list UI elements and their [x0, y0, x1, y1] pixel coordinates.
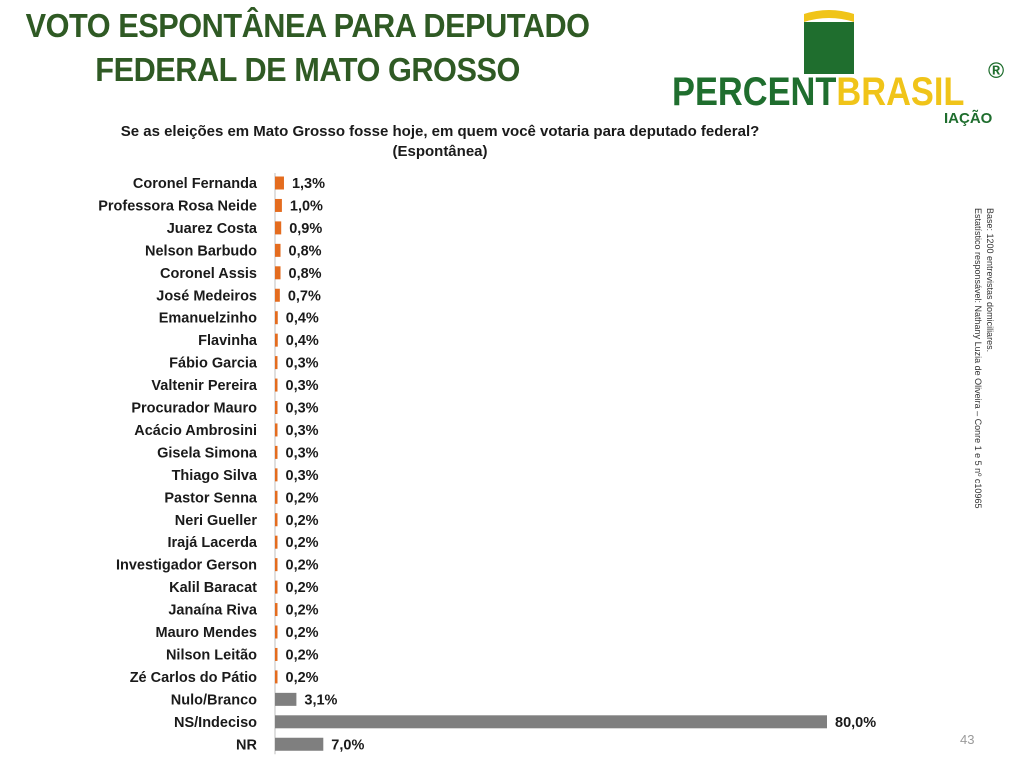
data-label: 0,2% — [286, 647, 319, 663]
data-label: 0,2% — [286, 558, 319, 574]
data-label: 1,0% — [290, 198, 323, 214]
bar — [275, 288, 280, 302]
category-label: Valtenir Pereira — [151, 378, 258, 394]
bar — [275, 445, 278, 459]
category-label: Thiago Silva — [172, 468, 258, 484]
bar — [275, 198, 282, 212]
bar — [275, 580, 278, 594]
data-label: 0,8% — [289, 266, 322, 282]
category-label: José Medeiros — [156, 288, 257, 304]
category-label: Janaína Riva — [168, 603, 258, 619]
bar — [275, 356, 278, 370]
category-label: Emanuelzinho — [159, 311, 257, 327]
category-label: NR — [236, 737, 257, 753]
data-label: 0,2% — [286, 513, 319, 529]
bar — [275, 737, 324, 751]
bar — [275, 243, 281, 257]
logo-word-percent: PERCENT — [672, 70, 837, 114]
bar — [275, 423, 278, 437]
category-label: Coronel Fernanda — [133, 176, 258, 192]
data-label: 1,3% — [292, 176, 325, 192]
bar — [275, 647, 278, 661]
category-label: Pastor Senna — [164, 490, 258, 506]
category-label: Nilson Leitão — [166, 647, 257, 663]
data-label: 0,3% — [286, 378, 319, 394]
bar — [275, 311, 278, 325]
data-label: 0,2% — [286, 625, 319, 641]
data-label: 0,4% — [286, 333, 319, 349]
chart-question-line-1: Se as eleições em Mato Grosso fosse hoje… — [120, 123, 760, 140]
data-label: 80,0% — [835, 715, 876, 731]
bar — [275, 266, 281, 280]
chart-question-line-2: (Espontânea) — [392, 143, 488, 160]
category-label: Flavinha — [198, 333, 258, 349]
category-label: Gisela Simona — [157, 445, 258, 461]
data-label: 0,3% — [286, 445, 319, 461]
bar — [275, 625, 278, 639]
bar — [275, 490, 278, 504]
data-label: 0,2% — [286, 603, 319, 619]
data-label: 0,8% — [289, 243, 322, 259]
bar — [275, 670, 278, 684]
bar — [275, 468, 278, 482]
data-label: 0,2% — [286, 670, 319, 686]
data-label: 7,0% — [331, 737, 364, 753]
registered-mark: ® — [988, 58, 1005, 83]
page-title: VOTO ESPONTÂNEA PARA DEPUTADO FEDERAL DE… — [10, 4, 605, 92]
percentbrasil-logo: PERCENTBRASIL ® IAÇÃO — [672, 6, 1012, 130]
category-label: Nulo/Branco — [171, 692, 257, 708]
data-label: 0,3% — [286, 356, 319, 372]
methodology-note-line-1: Base: 1200 entrevistas domiciliares. — [985, 208, 995, 353]
bar — [275, 378, 278, 392]
category-label: Neri Gueller — [175, 513, 258, 529]
bar — [275, 558, 278, 572]
data-label: 0,2% — [286, 490, 319, 506]
data-label: 3,1% — [304, 692, 337, 708]
category-label: Mauro Mendes — [155, 625, 257, 641]
bar — [275, 513, 278, 527]
data-label: 0,2% — [286, 580, 319, 596]
page-title-line-2: FEDERAL DE MATO GROSSO — [95, 51, 520, 88]
logo-word-brasil: BRASIL — [836, 70, 965, 114]
category-label: Acácio Ambrosini — [134, 423, 257, 439]
category-label: Fábio Garcia — [169, 356, 258, 372]
category-label: Irajá Lacerda — [168, 535, 258, 551]
data-label: 0,3% — [286, 468, 319, 484]
category-label: Investigador Gerson — [116, 558, 257, 574]
bar — [275, 176, 284, 190]
category-label: Professora Rosa Neide — [98, 198, 257, 214]
category-label: Zé Carlos do Pátio — [130, 670, 257, 686]
category-label: Procurador Mauro — [131, 401, 257, 417]
logo-wordmark: PERCENTBRASIL — [672, 70, 964, 114]
bar — [275, 221, 282, 235]
bar — [275, 603, 278, 617]
flag-logo-icon — [804, 10, 854, 74]
bar — [275, 715, 827, 729]
data-label: 0,3% — [286, 401, 319, 417]
methodology-note: Base: 1200 entrevistas domiciliares. Est… — [972, 208, 996, 508]
data-label: 0,7% — [288, 288, 321, 304]
category-label: Coronel Assis — [160, 266, 257, 282]
bar — [275, 535, 278, 549]
data-label: 0,4% — [286, 311, 319, 327]
methodology-note-line-2: Estatístico responsável: Nathany Luzia d… — [973, 208, 983, 509]
chart-question: Se as eleições em Mato Grosso fosse hoje… — [60, 122, 820, 162]
category-label: Kalil Baracat — [169, 580, 257, 596]
data-label: 0,9% — [289, 221, 322, 237]
page-title-line-1: VOTO ESPONTÂNEA PARA DEPUTADO — [25, 7, 590, 44]
bar — [275, 401, 278, 414]
category-label: Nelson Barbudo — [145, 243, 257, 259]
data-label: 0,3% — [286, 423, 319, 439]
logo-subtitle: IAÇÃO — [944, 110, 993, 127]
bar — [275, 333, 278, 347]
page-number: 43 — [960, 732, 975, 747]
bar — [275, 692, 297, 706]
category-label: NS/Indeciso — [174, 715, 257, 731]
data-label: 0,2% — [286, 535, 319, 551]
category-label: Juarez Costa — [167, 221, 258, 237]
